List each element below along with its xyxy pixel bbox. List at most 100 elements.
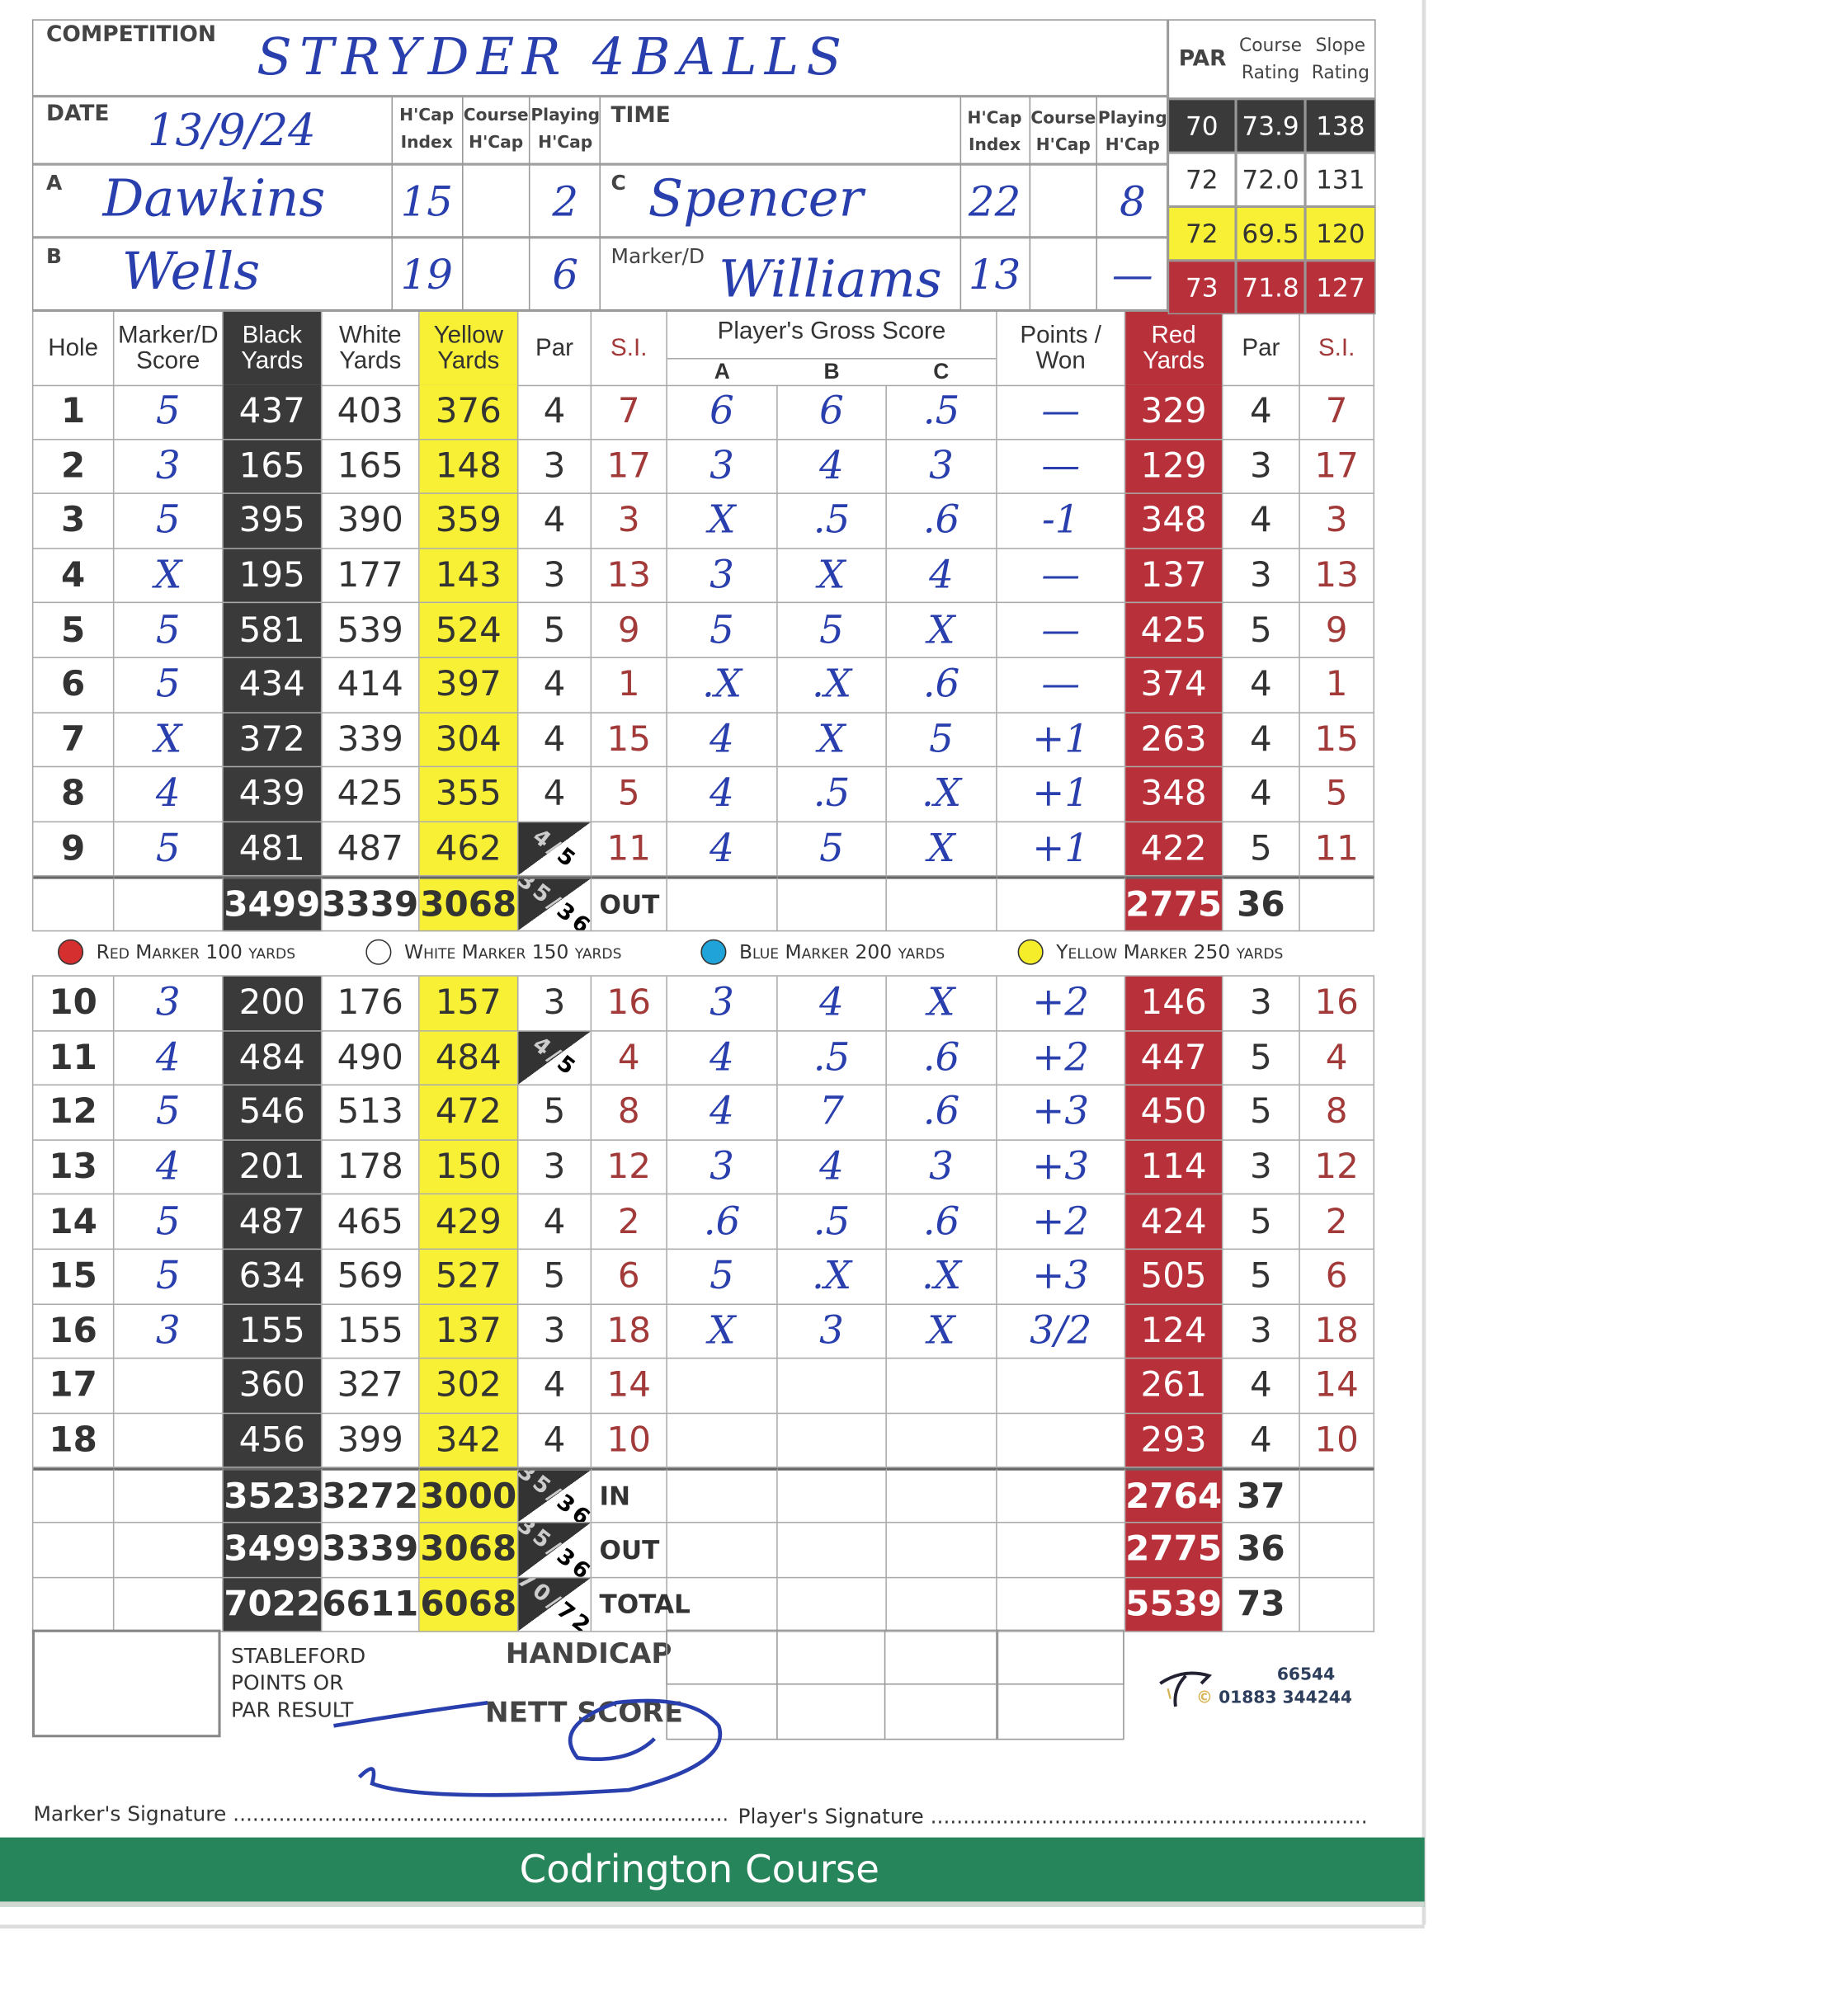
score-c[interactable]: .6 — [886, 1194, 997, 1250]
marker-score[interactable]: X — [114, 549, 224, 604]
marker-score[interactable]: 5 — [114, 603, 224, 658]
points-won[interactable]: +1 — [997, 713, 1126, 768]
score-c[interactable] — [886, 1359, 997, 1414]
player-name[interactable]: Williams — [719, 250, 942, 309]
score-b[interactable]: .X — [777, 1250, 887, 1305]
player-hcap-index[interactable]: 13 — [968, 250, 1021, 299]
player-hcap-index[interactable]: 22 — [968, 177, 1021, 226]
player-name[interactable]: Dawkins — [102, 169, 326, 228]
score-a[interactable]: 5 — [667, 1250, 778, 1305]
points-won[interactable]: +2 — [997, 1194, 1126, 1250]
points-won[interactable]: -1 — [997, 494, 1126, 549]
score-b[interactable]: 5 — [777, 822, 887, 878]
player-name[interactable]: Spencer — [648, 169, 864, 228]
score-c[interactable]: .6 — [886, 1031, 997, 1086]
score-c[interactable]: .5 — [886, 384, 997, 440]
points-won[interactable]: +2 — [997, 976, 1126, 1032]
points-won[interactable]: — — [997, 657, 1126, 713]
points-won[interactable]: +2 — [997, 1031, 1126, 1086]
marker-score[interactable]: 5 — [114, 1194, 224, 1250]
marker-score[interactable]: 5 — [114, 494, 224, 549]
marker-score[interactable]: X — [114, 713, 224, 768]
score-a[interactable] — [667, 1413, 778, 1469]
marker-score[interactable]: 5 — [114, 1250, 224, 1305]
score-c[interactable]: 4 — [886, 549, 997, 604]
score-a[interactable]: .6 — [667, 1194, 778, 1250]
points-won[interactable]: +3 — [997, 1085, 1126, 1141]
marker-signature-field[interactable]: Marker's Signature .....................… — [33, 1801, 727, 1826]
score-c[interactable]: X — [886, 976, 997, 1032]
marker-score[interactable]: 4 — [114, 767, 224, 822]
score-c[interactable]: .6 — [886, 657, 997, 713]
score-b[interactable]: X — [777, 549, 887, 604]
score-a[interactable]: X — [667, 494, 778, 549]
player-hcap-index[interactable]: 15 — [400, 177, 453, 226]
player-playing-hcap[interactable]: 8 — [1119, 177, 1146, 226]
score-a[interactable]: 3 — [667, 439, 778, 495]
player-playing-hcap[interactable]: — — [1111, 250, 1153, 299]
score-a[interactable]: 4 — [667, 1031, 778, 1086]
score-c[interactable]: 5 — [886, 713, 997, 768]
score-a[interactable]: 4 — [667, 822, 778, 878]
score-b[interactable]: .5 — [777, 767, 887, 822]
score-c[interactable]: X — [886, 1304, 997, 1359]
result-box[interactable] — [31, 1629, 221, 1738]
score-c[interactable]: .X — [886, 1250, 997, 1305]
marker-score[interactable]: 5 — [114, 1085, 224, 1141]
score-c[interactable]: .X — [886, 767, 997, 822]
score-b[interactable]: .5 — [777, 494, 887, 549]
player-name[interactable]: Wells — [121, 243, 261, 302]
score-c[interactable]: 3 — [886, 1140, 997, 1195]
marker-score[interactable]: 5 — [114, 384, 224, 440]
points-won[interactable]: +3 — [997, 1250, 1126, 1305]
points-won[interactable] — [997, 1359, 1126, 1414]
marker-score[interactable]: 4 — [114, 1140, 224, 1195]
score-a[interactable]: 3 — [667, 976, 778, 1032]
score-c[interactable] — [886, 1413, 997, 1469]
points-won[interactable] — [997, 1413, 1126, 1469]
score-a[interactable]: .X — [667, 657, 778, 713]
marker-score[interactable]: 4 — [114, 1031, 224, 1086]
player-hcap-index[interactable]: 19 — [400, 250, 453, 299]
marker-score[interactable]: 3 — [114, 976, 224, 1032]
score-c[interactable]: X — [886, 822, 997, 878]
points-won[interactable]: — — [997, 384, 1126, 440]
player-signature-field[interactable]: Player's Signature .....................… — [738, 1804, 1366, 1829]
score-b[interactable]: .X — [777, 657, 887, 713]
score-a[interactable]: 4 — [667, 767, 778, 822]
score-b[interactable] — [777, 1413, 887, 1469]
score-a[interactable]: 6 — [667, 384, 778, 440]
score-b[interactable] — [777, 1359, 887, 1414]
marker-score[interactable] — [114, 1359, 224, 1414]
marker-score[interactable]: 3 — [114, 1304, 224, 1359]
marker-score[interactable] — [114, 1413, 224, 1469]
marker-score[interactable]: 3 — [114, 439, 224, 495]
score-b[interactable]: .5 — [777, 1194, 887, 1250]
score-b[interactable]: 6 — [777, 384, 887, 440]
points-won[interactable]: — — [997, 549, 1126, 604]
score-a[interactable] — [667, 1359, 778, 1414]
points-won[interactable]: — — [997, 439, 1126, 495]
competition-field[interactable] — [31, 19, 1168, 97]
score-a[interactable]: 3 — [667, 1140, 778, 1195]
marker-score[interactable]: 5 — [114, 657, 224, 713]
player-playing-hcap[interactable]: 6 — [552, 250, 579, 299]
points-won[interactable]: +1 — [997, 767, 1126, 822]
score-a[interactable]: 3 — [667, 549, 778, 604]
score-c[interactable]: 3 — [886, 439, 997, 495]
score-b[interactable]: 5 — [777, 603, 887, 658]
score-b[interactable]: 7 — [777, 1085, 887, 1141]
score-a[interactable]: X — [667, 1304, 778, 1359]
score-b[interactable]: 3 — [777, 1304, 887, 1359]
player-playing-hcap[interactable]: 2 — [552, 177, 579, 226]
score-a[interactable]: 5 — [667, 603, 778, 658]
marker-score[interactable]: 5 — [114, 822, 224, 878]
score-c[interactable]: .6 — [886, 494, 997, 549]
points-won[interactable]: +3 — [997, 1140, 1126, 1195]
score-b[interactable]: .5 — [777, 1031, 887, 1086]
score-b[interactable]: 4 — [777, 439, 887, 495]
score-a[interactable]: 4 — [667, 1085, 778, 1141]
score-b[interactable]: X — [777, 713, 887, 768]
points-won[interactable]: +1 — [997, 822, 1126, 878]
score-c[interactable]: X — [886, 603, 997, 658]
